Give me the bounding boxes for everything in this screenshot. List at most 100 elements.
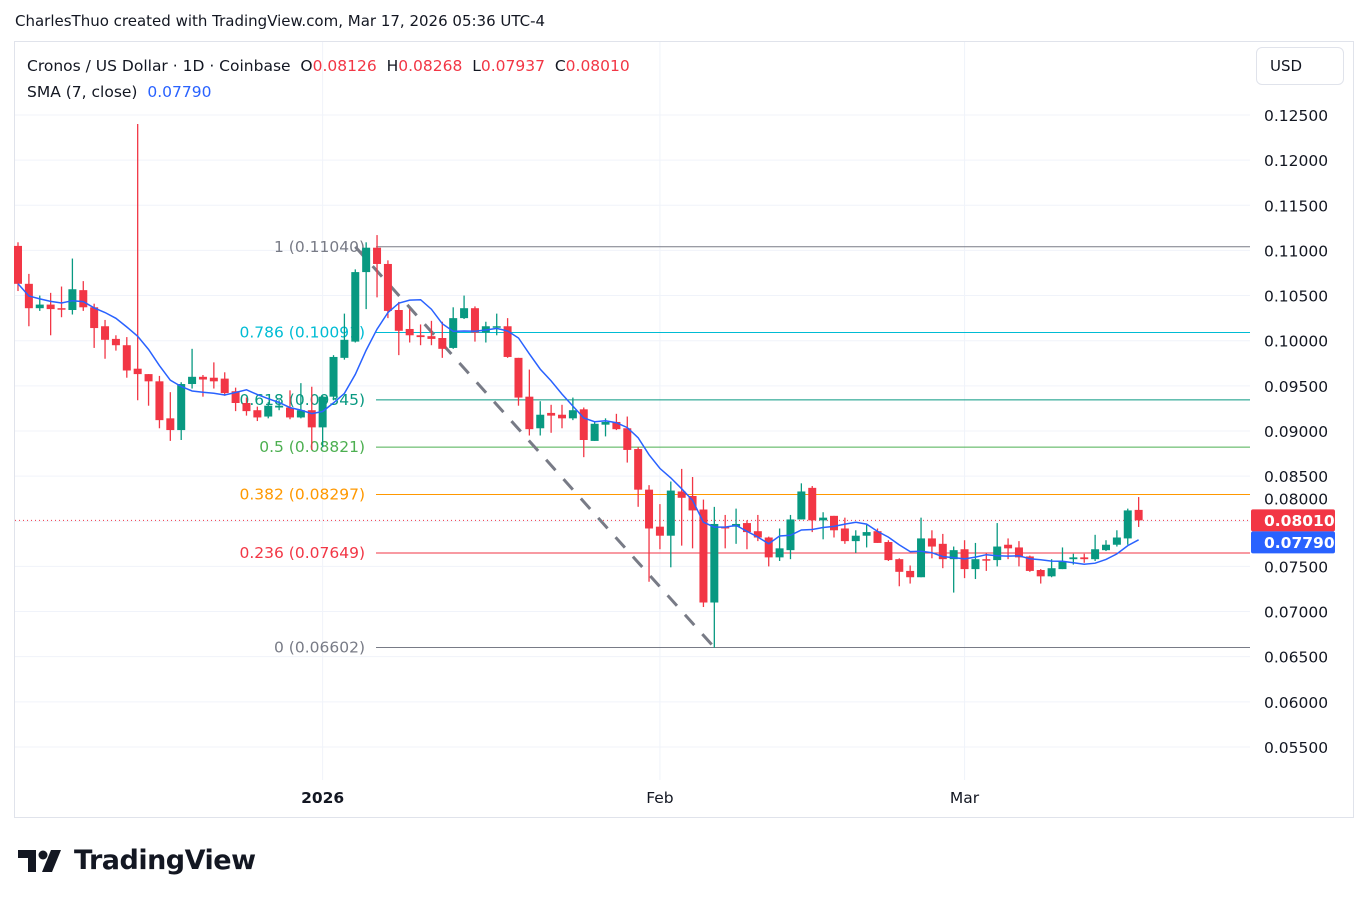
- candle-body: [699, 509, 708, 603]
- candle: [166, 392, 175, 441]
- candle-body: [460, 308, 469, 319]
- candle: [264, 402, 273, 419]
- candle-body: [14, 245, 22, 284]
- candle-body: [416, 335, 425, 338]
- grid: [15, 42, 1250, 780]
- candle-body: [601, 421, 610, 425]
- candle: [416, 324, 425, 346]
- candle-body: [634, 449, 643, 490]
- candle-body: [982, 559, 991, 561]
- candle-body: [340, 339, 349, 358]
- candle: [1102, 540, 1110, 552]
- candle: [819, 512, 828, 540]
- price-tick-label: 0.09500: [1264, 378, 1328, 396]
- fib-level-label: 0.382 (0.08297): [240, 485, 366, 503]
- candle-body: [198, 376, 207, 380]
- candle: [296, 383, 305, 419]
- candle-body: [177, 384, 186, 431]
- candle: [209, 362, 218, 389]
- sma-line: [17, 283, 1139, 566]
- candle-body: [558, 414, 566, 419]
- candle: [155, 375, 164, 429]
- candle-body: [209, 377, 218, 382]
- time-tick-label: Feb: [646, 789, 673, 807]
- candle-body: [764, 537, 773, 558]
- candle-body: [927, 538, 936, 547]
- candle-body: [35, 304, 44, 309]
- candle-body: [536, 414, 545, 429]
- candle: [14, 242, 22, 292]
- candle: [1036, 569, 1045, 584]
- candle-body: [1134, 509, 1143, 521]
- price-tick-label: 0.12000: [1264, 152, 1328, 170]
- candle-body: [264, 405, 273, 417]
- symbol-title[interactable]: Cronos / US Dollar · 1D · Coinbase: [27, 57, 291, 75]
- candle-body: [873, 531, 882, 543]
- candle-body: [405, 328, 414, 336]
- candle-body: [220, 378, 229, 394]
- candle: [808, 486, 817, 533]
- candle: [383, 260, 392, 319]
- candle-body: [710, 523, 719, 603]
- candle: [710, 506, 719, 648]
- candle-body: [645, 489, 654, 529]
- candle: [481, 321, 490, 343]
- candle: [133, 124, 142, 401]
- candle: [1014, 541, 1023, 567]
- candle: [645, 485, 654, 582]
- price-tick-label: 0.12500: [1264, 107, 1328, 125]
- candle-body: [917, 538, 926, 578]
- candle: [242, 397, 251, 416]
- open-label: O: [300, 57, 313, 75]
- candle-body: [166, 418, 175, 431]
- candle: [394, 301, 403, 356]
- candle-body: [938, 543, 947, 560]
- candle: [220, 372, 229, 396]
- candle: [688, 477, 697, 549]
- price-axis: 0.12500 0.12000 0.11500 0.11000 0.10500 0.100…: [1264, 107, 1328, 757]
- price-tick-label: 0.10500: [1264, 288, 1328, 306]
- candle-body: [133, 368, 142, 375]
- candle: [971, 542, 980, 580]
- candle: [177, 382, 186, 441]
- candle: [111, 335, 120, 351]
- candle: [1080, 553, 1089, 563]
- close-value: 0.08010: [565, 57, 630, 75]
- currency-button[interactable]: USD: [1256, 47, 1344, 85]
- candle-body: [383, 263, 392, 311]
- price-tick-label: 0.07000: [1264, 604, 1328, 622]
- candle-body: [329, 356, 338, 397]
- candle-body: [57, 308, 66, 310]
- candle-body: [1047, 568, 1056, 577]
- candle-body: [253, 410, 262, 418]
- fib-level-label: 0.236 (0.07649): [240, 544, 366, 562]
- candle: [1134, 497, 1143, 527]
- candle: [57, 286, 66, 318]
- sma-value: 0.07790: [147, 83, 212, 101]
- candle-body: [286, 407, 294, 418]
- candle: [329, 355, 338, 401]
- trend-line: [354, 245, 716, 649]
- candle: [1091, 534, 1100, 561]
- price-tick-label: 0.05500: [1264, 739, 1328, 757]
- price-tick-label: 0.09000: [1264, 423, 1328, 441]
- candle-body: [906, 570, 915, 578]
- candle-body: [884, 542, 893, 561]
- candle: [949, 546, 958, 593]
- tradingview-logo[interactable]: TradingView: [18, 845, 256, 876]
- candle: [460, 295, 469, 320]
- time-tick-label: 2026: [301, 789, 344, 807]
- sma-label[interactable]: SMA (7, close): [27, 83, 138, 101]
- last-price-tag-text: 0.08010: [1264, 512, 1335, 530]
- last-price-tag: 0.08010: [1251, 509, 1335, 532]
- candle: [742, 520, 751, 550]
- candle: [427, 320, 436, 346]
- candle-body: [895, 559, 904, 572]
- price-tick-label: 0.11000: [1264, 242, 1328, 260]
- candle: [144, 374, 153, 406]
- candle-body: [373, 247, 382, 264]
- candle-body: [1036, 570, 1045, 577]
- candle: [655, 504, 664, 550]
- close-label: C: [554, 57, 566, 75]
